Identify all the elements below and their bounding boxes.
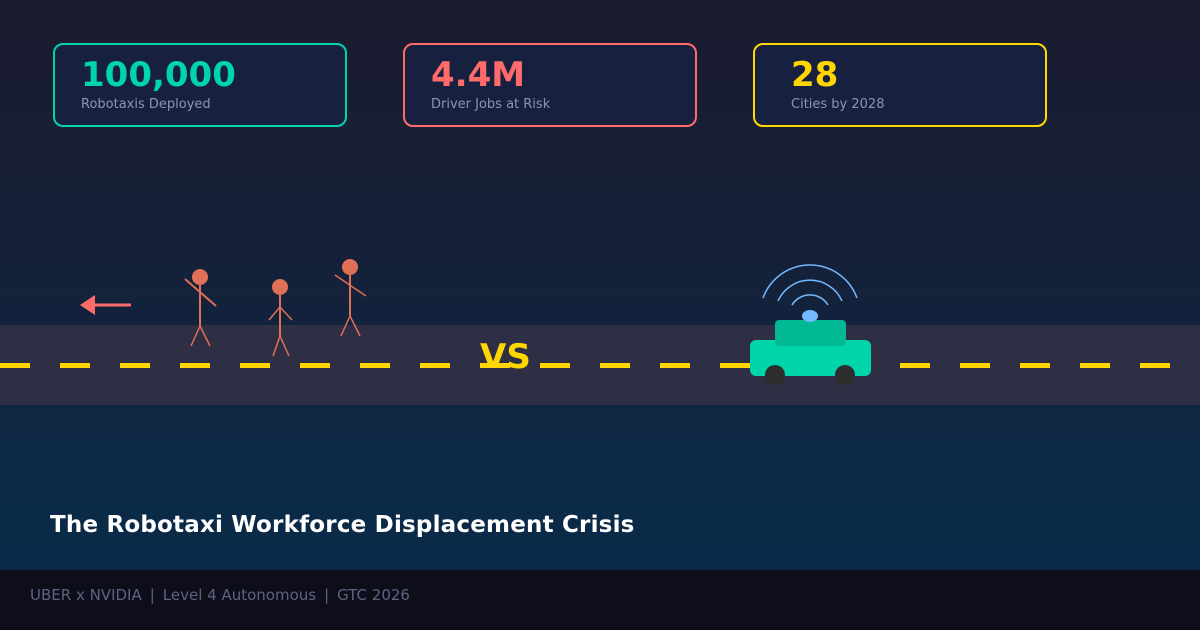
stat-label: Driver Jobs at Risk [431, 97, 551, 112]
footer-separator: | [324, 586, 330, 604]
stat-value: 28 [791, 55, 839, 95]
footer-part-event: GTC 2026 [337, 586, 410, 604]
wheel [765, 365, 785, 385]
stat-card-jobs: 4.4M Driver Jobs at Risk [403, 43, 697, 127]
stat-value: 4.4M [431, 55, 526, 95]
signal-arc-middle [777, 279, 843, 302]
driver-figure-icon [268, 279, 293, 357]
footer-part-level: Level 4 Autonomous [162, 586, 317, 604]
footer: UBER x NVIDIA | Level 4 Autonomous | GTC 202… [0, 570, 1200, 630]
vs-label: VS [480, 337, 531, 377]
footer-part-partners: UBER x NVIDIA [30, 586, 142, 604]
stat-label: Cities by 2028 [791, 97, 885, 112]
footer-separator: | [149, 586, 155, 604]
sensor-light [802, 310, 818, 322]
signal-arc-inner [791, 294, 829, 306]
footer-text: UBER x NVIDIA | Level 4 Autonomous | GTC 202… [30, 585, 410, 605]
signal-arc-outer [762, 264, 858, 299]
driver-figure-icon [334, 259, 367, 337]
stat-label: Robotaxis Deployed [81, 97, 211, 112]
driver-figure-icon [184, 269, 217, 347]
lane-markings [0, 363, 1170, 368]
wheel [835, 365, 855, 385]
page-title: The Robotaxi Workforce Displacement Cris… [50, 512, 635, 538]
robotaxi-car-icon [750, 264, 871, 385]
stat-card-cities: 28 Cities by 2028 [753, 43, 1047, 127]
arrow-left-icon [80, 295, 131, 315]
stat-value: 100,000 [81, 55, 236, 95]
stat-card-robotaxis: 100,000 Robotaxis Deployed [53, 43, 347, 127]
